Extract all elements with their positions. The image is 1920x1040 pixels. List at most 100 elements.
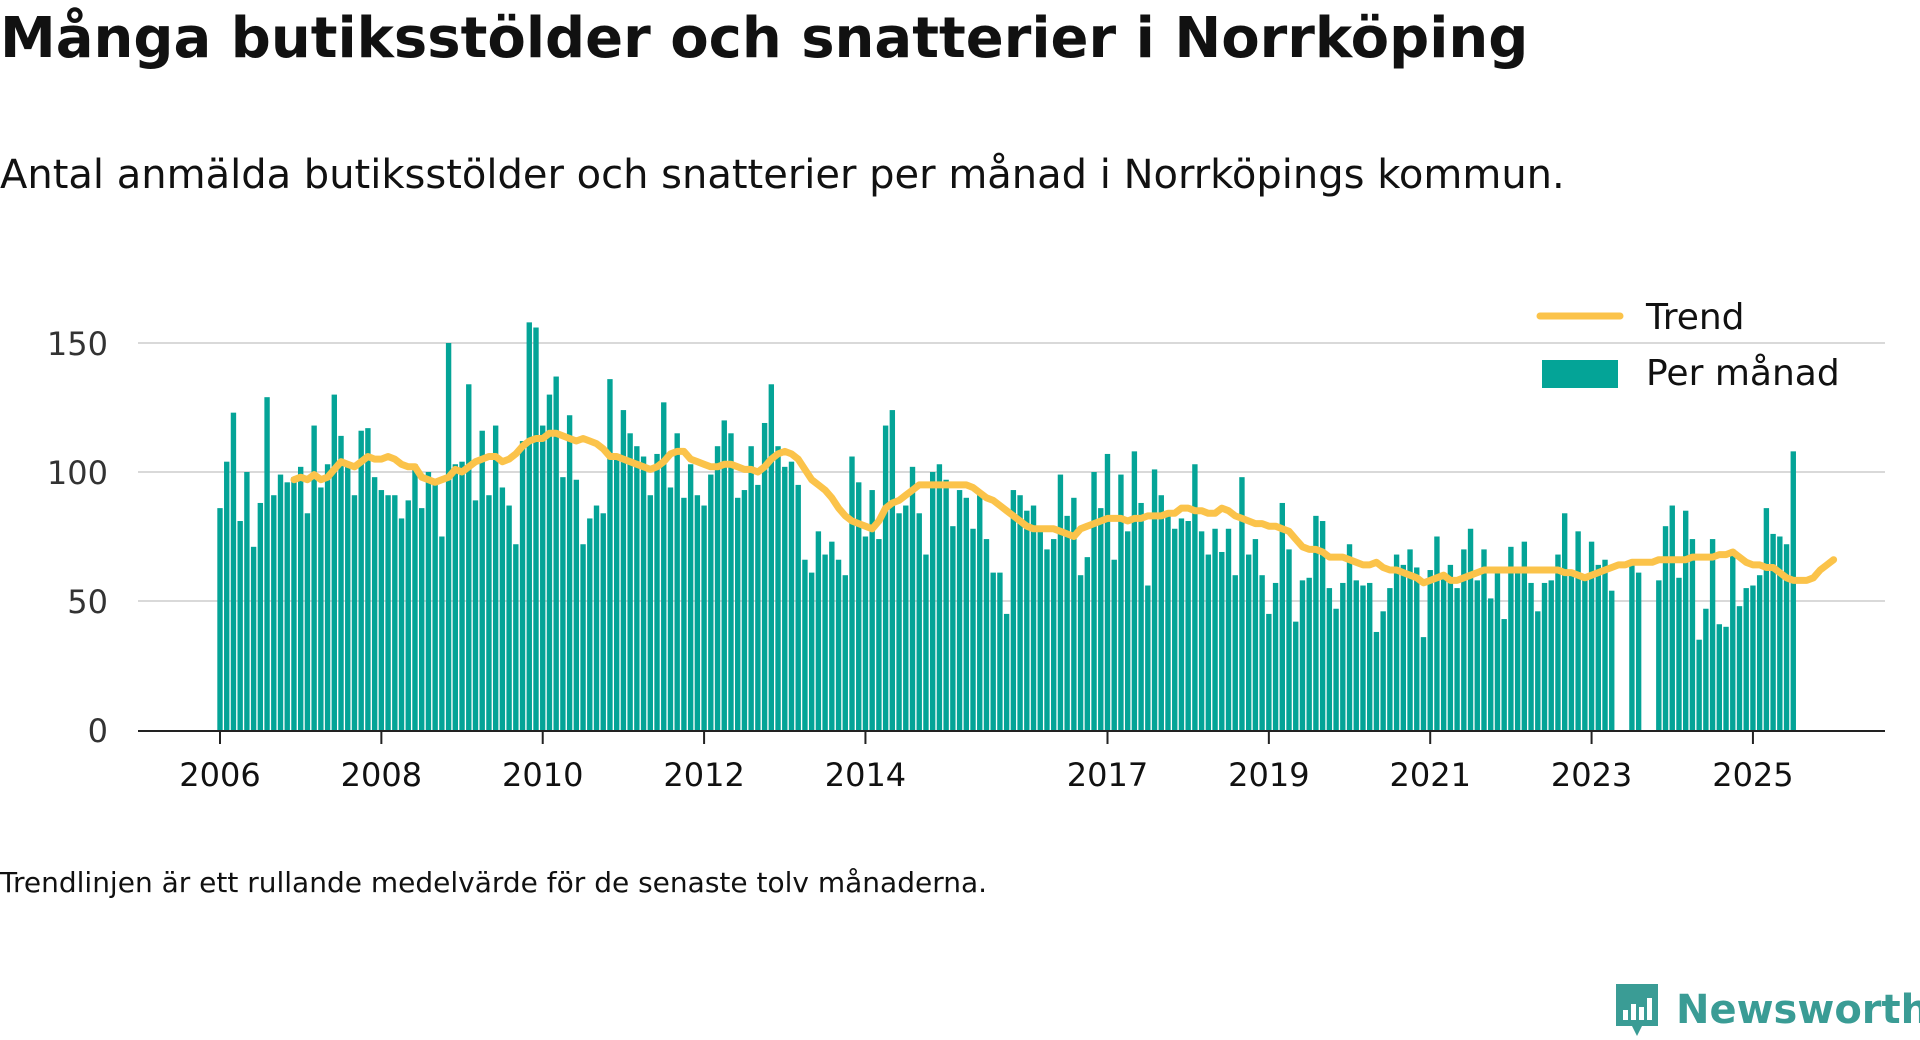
bar: [1010, 490, 1017, 730]
bar: [1602, 559, 1608, 730]
bar: [943, 479, 949, 730]
bar: [1407, 549, 1413, 730]
bar: [560, 477, 566, 730]
legend-bar-label: Per månad: [1646, 353, 1840, 394]
bar: [1024, 510, 1030, 730]
bar: [1420, 637, 1427, 730]
bar: [371, 477, 378, 730]
bar: [896, 513, 902, 730]
bar: [1521, 541, 1528, 730]
bar: [1716, 624, 1723, 730]
bar: [1111, 559, 1117, 730]
bar: [405, 500, 411, 730]
bar: [835, 559, 842, 730]
bar: [728, 433, 734, 730]
bar: [1077, 575, 1084, 730]
bar: [600, 513, 606, 730]
bar: [385, 495, 391, 730]
bar: [741, 490, 748, 730]
bar: [365, 428, 371, 730]
bar: [1051, 539, 1057, 730]
bar: [1689, 539, 1696, 730]
bar: [856, 482, 862, 730]
bar: [768, 384, 775, 730]
legend: Trend Per månad: [1526, 296, 1846, 394]
monthly-bars: [217, 322, 1796, 730]
bar: [324, 464, 331, 730]
bar: [862, 536, 869, 730]
bar: [439, 536, 445, 730]
bar: [977, 495, 983, 730]
bar: [378, 490, 385, 730]
bar: [1696, 639, 1702, 730]
bar: [1387, 588, 1393, 730]
bar: [1588, 541, 1595, 730]
bar: [681, 497, 687, 730]
bar: [1205, 554, 1212, 730]
bar: [546, 394, 553, 730]
bar: [1528, 582, 1534, 730]
bar: [345, 466, 351, 730]
bar: [1017, 495, 1023, 730]
bar: [1561, 513, 1568, 730]
bar: [761, 422, 768, 730]
bar: [1481, 549, 1487, 730]
bar: [338, 435, 344, 730]
bar: [802, 559, 808, 730]
x-tick-label: 2012: [663, 756, 744, 794]
brand-logo[interactable]: Newsworthy: [1612, 980, 1920, 1040]
bar: [1151, 469, 1158, 730]
bar: [1259, 575, 1265, 730]
bar: [882, 425, 889, 730]
bar: [1777, 536, 1783, 730]
bar: [1703, 608, 1709, 730]
x-tick-label: 2019: [1228, 756, 1309, 794]
bar: [903, 505, 909, 730]
bar: [1582, 580, 1588, 730]
bar: [580, 544, 586, 730]
bar: [472, 500, 479, 730]
bar: [1367, 582, 1373, 730]
bar: [1326, 588, 1333, 730]
bar: [822, 554, 828, 730]
bar: [244, 472, 250, 730]
bar: [701, 505, 707, 730]
bar: [1299, 580, 1306, 730]
x-tick-label: 2006: [179, 756, 260, 794]
bar: [627, 433, 633, 730]
bar: [271, 495, 277, 730]
bar: [318, 487, 324, 730]
chart-title: Många butiksstölder och snatterier i Nor…: [0, 6, 1529, 71]
bar: [1514, 570, 1521, 730]
bar: [1393, 554, 1400, 730]
bar: [1548, 580, 1554, 730]
bar: [1461, 549, 1467, 730]
bar: [304, 513, 311, 730]
bar: [519, 441, 526, 730]
bar: [889, 410, 896, 730]
bar: [721, 420, 727, 730]
bar: [1790, 451, 1796, 730]
bar: [1340, 582, 1346, 730]
bar: [1683, 510, 1689, 730]
bar: [795, 484, 801, 730]
bar: [284, 482, 290, 730]
bar: [1595, 564, 1601, 730]
bar: [849, 456, 855, 730]
brand-name: Newsworthy: [1676, 987, 1920, 1033]
bar: [1319, 521, 1326, 730]
bar: [936, 464, 943, 730]
bar: [1118, 474, 1124, 730]
bar: [1730, 549, 1736, 730]
bar: [1245, 554, 1252, 730]
y-tick-label: 150: [47, 325, 108, 363]
x-tick-label: 2017: [1067, 756, 1148, 794]
bar: [640, 456, 647, 730]
bar: [533, 327, 539, 730]
bar: [1467, 528, 1474, 730]
bar: [1333, 608, 1339, 730]
bar: [808, 572, 815, 730]
bar: [842, 575, 848, 730]
bar: [593, 505, 600, 730]
